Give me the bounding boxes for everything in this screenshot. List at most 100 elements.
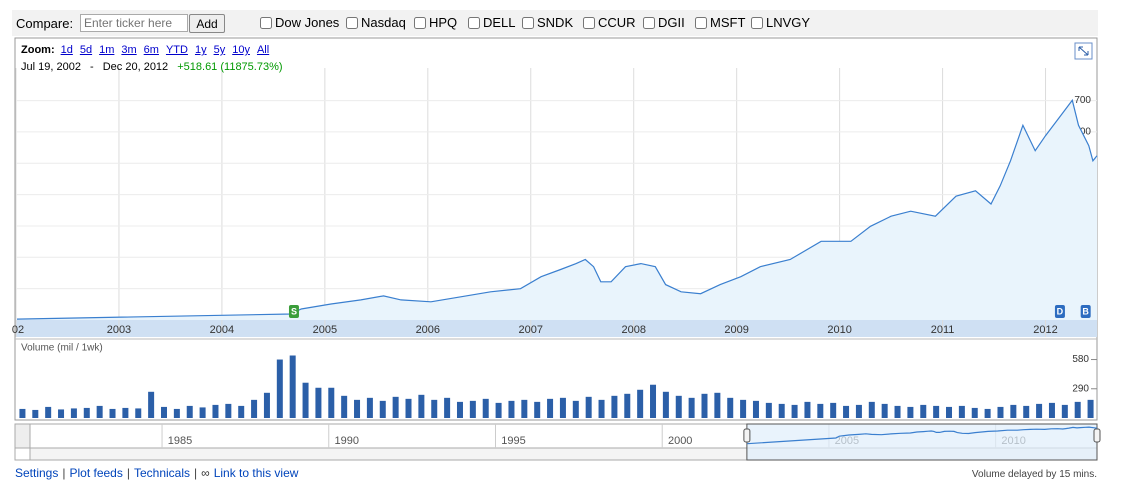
- compare-option: MSFT: [695, 15, 745, 30]
- compare-option-label: DELL: [483, 15, 516, 30]
- volume-bar: [662, 391, 669, 418]
- volume-bar: [1023, 405, 1030, 418]
- y-tick-label: 700: [1074, 95, 1091, 106]
- volume-bar: [45, 406, 52, 418]
- compare-checkbox[interactable]: [522, 16, 534, 29]
- volume-bar: [791, 404, 798, 418]
- compare-option: DELL: [468, 15, 516, 30]
- footer-link[interactable]: Link to this view: [213, 466, 299, 480]
- compare-option: Nasdaq: [346, 15, 406, 30]
- volume-note: Volume delayed by 15 mins.: [971, 469, 1097, 480]
- nav-tick-label: 2000: [668, 435, 692, 447]
- volume-bar: [212, 404, 219, 418]
- compare-checkbox[interactable]: [468, 16, 480, 29]
- volume-bar: [469, 400, 476, 418]
- compare-checkbox[interactable]: [583, 16, 595, 29]
- volume-bar: [572, 400, 579, 418]
- volume-bar: [1087, 399, 1094, 418]
- compare-checkbox[interactable]: [414, 16, 426, 29]
- volume-bar: [58, 409, 65, 418]
- volume-bar: [341, 395, 348, 418]
- compare-checkbox[interactable]: [695, 16, 707, 29]
- volume-bar: [624, 393, 631, 418]
- zoom-label: Zoom:: [21, 44, 55, 56]
- event-flag: [288, 305, 299, 318]
- volume-bar: [289, 355, 296, 418]
- volume-bar: [263, 392, 270, 418]
- volume-bar: [740, 399, 747, 418]
- volume-title: Volume (mil / 1wk): [21, 343, 103, 354]
- compare-option: SNDK: [522, 15, 573, 30]
- volume-bar: [431, 399, 438, 418]
- zoom-option[interactable]: 1d: [60, 44, 73, 56]
- volume-bar: [354, 399, 361, 418]
- volume-bar: [1010, 404, 1017, 418]
- ticker-input[interactable]: [80, 14, 188, 32]
- compare-option: CCUR: [583, 15, 636, 30]
- volume-bar: [302, 382, 309, 418]
- volume-bar: [868, 401, 875, 418]
- volume-bar: [1061, 404, 1068, 418]
- volume-bar: [559, 397, 566, 418]
- volume-bar: [752, 400, 759, 418]
- volume-bar: [714, 392, 721, 418]
- price-line: [16, 98, 1098, 320]
- zoom-option[interactable]: 3m: [121, 44, 137, 56]
- link-icon: ∞: [201, 466, 210, 480]
- volume-bar: [70, 408, 77, 418]
- add-button[interactable]: Add: [189, 14, 225, 33]
- event-flag-label: D: [1057, 306, 1064, 316]
- range-change: +518.61 (11875.73%): [177, 61, 283, 73]
- x-tick-label: 2012: [1033, 324, 1057, 336]
- nav-line: [747, 426, 1098, 445]
- volume-bar: [984, 408, 991, 418]
- footer-link[interactable]: Technicals: [133, 466, 191, 480]
- footer-link[interactable]: Settings: [15, 466, 59, 480]
- nav-tick-label: 1985: [168, 435, 192, 447]
- volume-bar: [405, 398, 412, 418]
- zoom-option[interactable]: 5y: [213, 44, 226, 56]
- compare-checkbox[interactable]: [260, 16, 272, 29]
- compare-option-label: Dow Jones: [275, 15, 340, 30]
- nav-tick-label: 1990: [335, 435, 359, 447]
- footer-link[interactable]: Plot feeds: [69, 466, 123, 480]
- volume-bar: [366, 397, 373, 418]
- x-tick-label: 2008: [621, 324, 645, 336]
- zoom-option[interactable]: All: [256, 44, 270, 56]
- nav-handle[interactable]: [743, 428, 751, 443]
- nav-handle[interactable]: [1093, 428, 1101, 443]
- volume-bar: [894, 405, 901, 418]
- volume-bar: [392, 396, 399, 418]
- date-range: Jul 19, 2002 - Dec 20, 2012 +518.61 (118…: [21, 61, 283, 73]
- compare-checkbox[interactable]: [346, 16, 358, 29]
- volume-tick-label: 290: [1072, 383, 1089, 394]
- volume-bar: [173, 408, 180, 418]
- volume-bar: [778, 403, 785, 418]
- volume-bar: [199, 407, 206, 418]
- volume-bar: [765, 402, 772, 418]
- zoom-option[interactable]: 5d: [79, 44, 93, 56]
- event-flag: [1080, 305, 1091, 318]
- volume-bar: [585, 396, 592, 418]
- compare-checkbox[interactable]: [643, 16, 655, 29]
- volume-bar: [688, 397, 695, 418]
- x-tick-label: 2003: [107, 324, 131, 336]
- compare-option-label: LNVGY: [766, 15, 811, 30]
- zoom-option[interactable]: YTD: [165, 44, 188, 56]
- zoom-option[interactable]: 10y: [232, 44, 250, 56]
- compare-option: HPQ: [414, 15, 457, 30]
- volume-bar: [83, 407, 90, 418]
- nav-left-button[interactable]: [14, 423, 31, 449]
- compare-option-label: DGII: [658, 15, 685, 30]
- zoom-option[interactable]: 1y: [194, 44, 207, 56]
- compare-checkbox[interactable]: [751, 16, 763, 29]
- volume-bar: [135, 408, 142, 418]
- volume-bar: [907, 406, 914, 418]
- x-tick-label: 2004: [210, 324, 234, 336]
- zoom-option[interactable]: 6m: [143, 44, 159, 56]
- volume-bar: [495, 402, 502, 418]
- volume-bar: [804, 401, 811, 418]
- zoom-option[interactable]: 1m: [99, 44, 115, 56]
- volume-bar: [611, 395, 618, 418]
